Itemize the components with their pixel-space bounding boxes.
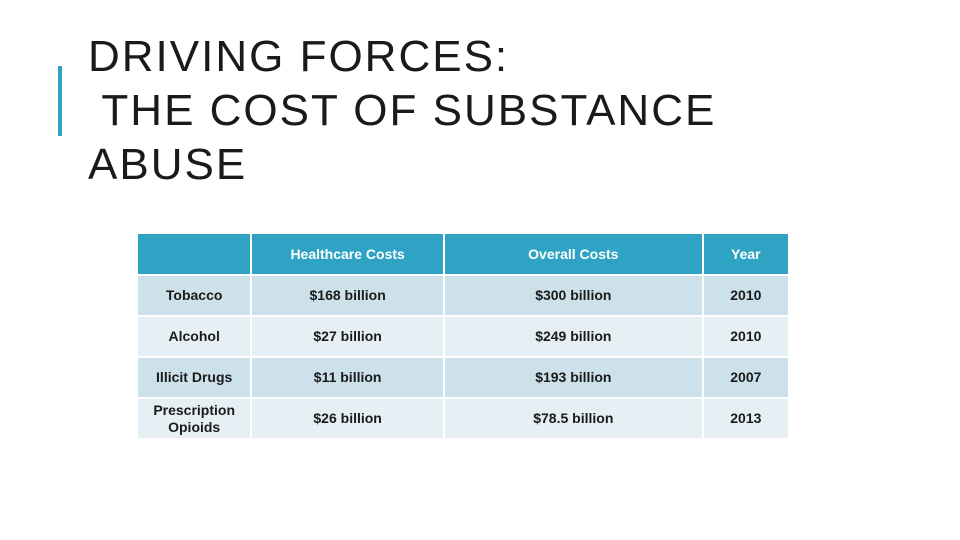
title-accent-bar bbox=[58, 66, 62, 136]
cell-substance: Alcohol bbox=[138, 315, 253, 357]
table-row: Alcohol $27 billion $249 billion 2010 bbox=[138, 315, 788, 357]
header-overall-costs: Overall Costs bbox=[443, 234, 704, 275]
table-row: Prescription Opioids $26 billion $78.5 b… bbox=[138, 397, 788, 438]
cell-healthcare: $168 billion bbox=[251, 274, 445, 316]
cell-year: 2013 bbox=[702, 397, 788, 438]
cell-substance: Tobacco bbox=[138, 274, 253, 316]
title-line-1: DRIVING FORCES: bbox=[88, 32, 510, 81]
table-header-row: Healthcare Costs Overall Costs Year bbox=[138, 234, 788, 275]
substance-cost-table: Healthcare Costs Overall Costs Year Toba… bbox=[138, 234, 788, 438]
cell-overall: $249 billion bbox=[443, 315, 704, 357]
cell-overall: $193 billion bbox=[443, 356, 704, 398]
table-row: Tobacco $168 billion $300 billion 2010 bbox=[138, 274, 788, 316]
cell-substance: Prescription Opioids bbox=[138, 397, 253, 438]
cell-substance: Illicit Drugs bbox=[138, 356, 253, 398]
header-substance bbox=[138, 234, 253, 275]
cell-year: 2007 bbox=[702, 356, 788, 398]
cell-overall: $300 billion bbox=[443, 274, 704, 316]
slide-title: DRIVING FORCES: THE COST OF SUBSTANCE AB… bbox=[88, 30, 716, 192]
title-line-3: ABUSE bbox=[88, 140, 248, 189]
cell-healthcare: $27 billion bbox=[251, 315, 445, 357]
cell-healthcare: $26 billion bbox=[251, 397, 445, 438]
cell-year: 2010 bbox=[702, 274, 788, 316]
cell-healthcare: $11 billion bbox=[251, 356, 445, 398]
cell-year: 2010 bbox=[702, 315, 788, 357]
cell-overall: $78.5 billion bbox=[443, 397, 704, 438]
table-row: Illicit Drugs $11 billion $193 billion 2… bbox=[138, 356, 788, 398]
header-year: Year bbox=[702, 234, 788, 275]
title-line-2: THE COST OF SUBSTANCE bbox=[88, 86, 717, 135]
header-healthcare-costs: Healthcare Costs bbox=[251, 234, 445, 275]
